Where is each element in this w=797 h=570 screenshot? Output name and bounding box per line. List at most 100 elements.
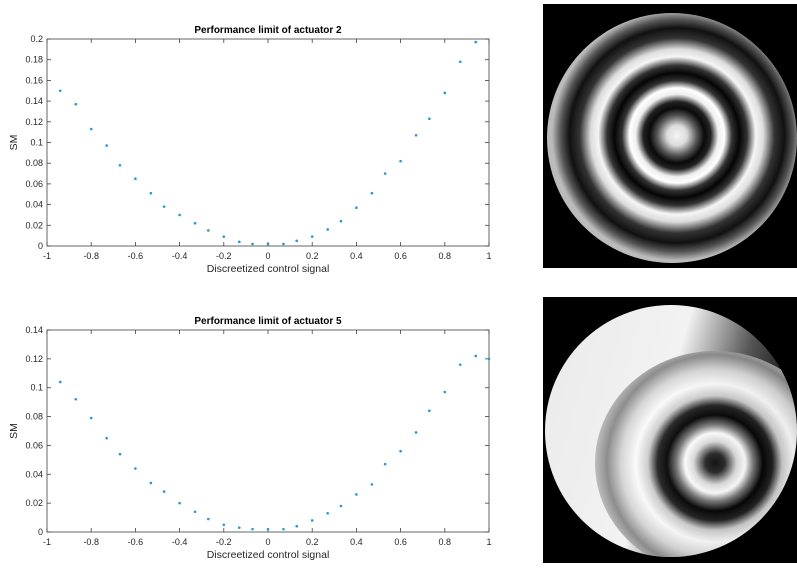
- chart-actuator-5: -1 -0.8 -0.6 -0.4 -0.2 0 0.2 0.4 0.6 0.8 1 0 0.02 0.0…: [0, 290, 510, 570]
- y-tick-label: 0.14: [25, 96, 43, 106]
- data-point: [193, 221, 197, 225]
- y-tick-label: 0: [38, 527, 43, 537]
- x-tick-label: -0.2: [216, 251, 232, 261]
- chart-title: Performance limit of actuator 5: [194, 316, 342, 327]
- data-point: [487, 357, 491, 361]
- x-tick-label: -0.6: [128, 251, 144, 261]
- data-point: [237, 240, 241, 244]
- data-point: [399, 449, 402, 453]
- y-tick-label: 0.04: [25, 469, 43, 479]
- data-point: [105, 436, 108, 440]
- y-tick-label: 0.14: [25, 325, 43, 335]
- data-point: [149, 191, 153, 195]
- data-point: [74, 397, 78, 401]
- y-tick-label: 0: [38, 241, 43, 251]
- data-point: [282, 527, 285, 531]
- data-point: [58, 380, 62, 384]
- x-tick-label: 0: [265, 537, 270, 547]
- data-point: [370, 483, 374, 486]
- data-point: [266, 527, 270, 531]
- y-tick-label: 0.1: [30, 383, 43, 393]
- data-point: [162, 490, 166, 493]
- data-point: [282, 242, 285, 246]
- y-tick-label: 0.2: [30, 34, 43, 44]
- x-tick-label: -0.8: [83, 537, 99, 547]
- data-point: [89, 416, 93, 420]
- x-tick-label: -0.4: [172, 537, 188, 547]
- x-tick-label: -1: [43, 251, 51, 261]
- data-point: [414, 133, 418, 137]
- fringe-pattern-actuator-5: [543, 297, 797, 563]
- data-point: [134, 467, 137, 470]
- data-point: [339, 219, 343, 223]
- y-tick-label: 0.1: [30, 138, 43, 148]
- y-tick-label: 0.08: [25, 158, 43, 168]
- data-point: [178, 501, 181, 505]
- chart-actuator-2-svg: -1 -0.8 -0.6 -0.4 -0.2 0 0.2 0.4 0.6 0.8 1 0 0.02 0.0…: [8, 25, 492, 275]
- x-tick-label: -0.2: [216, 537, 232, 547]
- y-tick-label: 0.08: [25, 412, 43, 422]
- data-point: [310, 235, 314, 238]
- y-tick-label: 0.12: [25, 354, 43, 364]
- x-tick-label: 1: [486, 251, 491, 261]
- data-point: [207, 517, 210, 521]
- x-tick-label: 0.6: [394, 251, 407, 261]
- y-tick-label: 0.02: [25, 220, 43, 230]
- y-tick-label: 0.04: [25, 200, 43, 210]
- data-point: [326, 228, 329, 231]
- data-point: [118, 452, 122, 456]
- data-point: [443, 390, 447, 394]
- x-tick-label: -0.4: [172, 251, 188, 261]
- chart-actuator-5-svg: -1 -0.8 -0.6 -0.4 -0.2 0 0.2 0.4 0.6 0.8 1 0 0.02 0.0…: [8, 316, 492, 561]
- data-point: [58, 89, 62, 93]
- chart-actuator-2: -1 -0.8 -0.6 -0.4 -0.2 0 0.2 0.4 0.6 0.8 1 0 0.02 0.0…: [0, 0, 510, 280]
- x-tick-label: 0.8: [439, 537, 452, 547]
- fringe-image-2: [543, 297, 797, 563]
- x-axis-label: Discreetized control signal: [207, 263, 330, 275]
- data-point: [295, 524, 299, 528]
- fringe-image-1: [543, 4, 797, 268]
- fringe-pattern-actuator-2: [543, 4, 797, 268]
- x-tick-label: 0.2: [306, 251, 319, 261]
- data-point: [355, 493, 358, 496]
- x-tick-label: 0.4: [350, 251, 363, 261]
- y-tick-label: 0.06: [25, 179, 43, 189]
- data-point: [251, 527, 254, 531]
- data-point: [118, 163, 122, 167]
- y-tick-label: 0.02: [25, 498, 43, 508]
- y-tick-label: 0.06: [25, 440, 43, 450]
- x-tick-label: 0: [265, 251, 270, 261]
- data-point: [310, 519, 314, 522]
- plot-area: [46, 329, 490, 533]
- x-axis-label: Discreetized control signal: [207, 549, 330, 561]
- data-point: [74, 102, 78, 106]
- data-point: [222, 235, 226, 238]
- data-point: [237, 526, 241, 529]
- data-point: [458, 60, 462, 64]
- data-point: [326, 511, 329, 515]
- data-point: [414, 431, 418, 434]
- x-tick-label: -0.8: [83, 251, 99, 261]
- data-point: [383, 172, 387, 175]
- x-tick-label: 1: [486, 537, 491, 547]
- data-point: [178, 213, 181, 217]
- data-point: [428, 117, 431, 120]
- data-point: [266, 242, 270, 246]
- data-point: [149, 481, 153, 485]
- chart-title: Performance limit of actuator 2: [194, 25, 342, 36]
- data-point: [474, 40, 478, 44]
- data-point: [474, 354, 478, 358]
- x-tick-label: 0.6: [394, 537, 407, 547]
- y-tick-label: 0.16: [25, 75, 43, 85]
- data-point: [134, 177, 137, 181]
- y-tick-label: 0.12: [25, 117, 43, 127]
- data-point: [458, 363, 462, 366]
- data-point: [295, 239, 299, 243]
- x-tick-label: 0.4: [350, 537, 363, 547]
- y-axis-label: SM: [8, 135, 20, 151]
- data-point: [399, 159, 402, 163]
- data-point: [162, 205, 166, 208]
- data-point: [105, 144, 108, 147]
- data-point: [428, 409, 431, 413]
- data-point: [193, 510, 197, 514]
